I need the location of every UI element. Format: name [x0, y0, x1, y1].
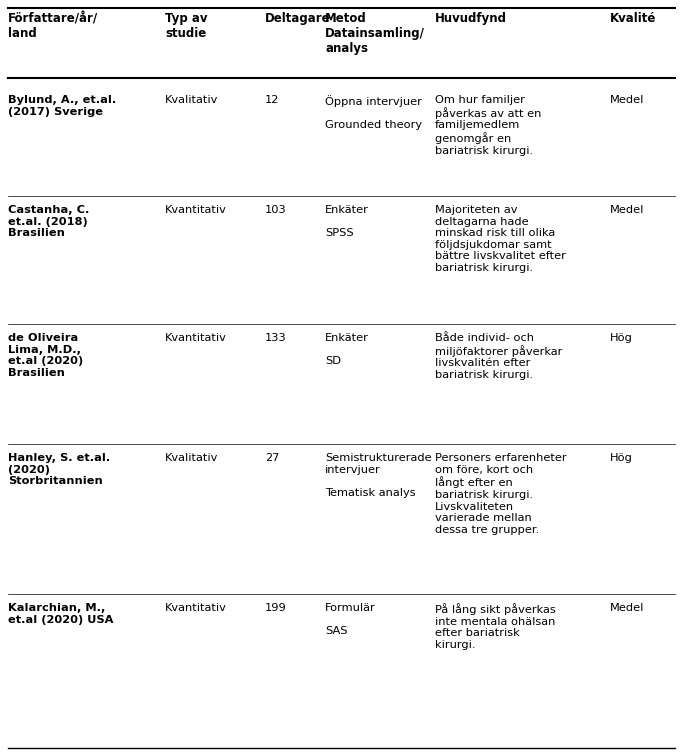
- Text: Hög: Hög: [610, 333, 633, 343]
- Text: Huvudfynd: Huvudfynd: [435, 12, 507, 25]
- Text: Bylund, A., et.al.
(2017) Sverige: Bylund, A., et.al. (2017) Sverige: [8, 95, 116, 116]
- Text: 103: 103: [265, 205, 287, 215]
- Text: Hög: Hög: [610, 453, 633, 463]
- Text: Semistrukturerade
intervjuer

Tematisk analys: Semistrukturerade intervjuer Tematisk an…: [325, 453, 432, 498]
- Text: Kvantitativ: Kvantitativ: [165, 333, 227, 343]
- Text: Enkäter

SPSS: Enkäter SPSS: [325, 205, 369, 238]
- Text: 199: 199: [265, 603, 287, 613]
- Text: Metod
Datainsamling/
analys: Metod Datainsamling/ analys: [325, 12, 425, 55]
- Text: Medel: Medel: [610, 205, 644, 215]
- Text: Majoriteten av
deltagarna hade
minskad risk till olika
följdsjukdomar samt
bättr: Majoriteten av deltagarna hade minskad r…: [435, 205, 566, 273]
- Text: Personers erfarenheter
om före, kort och
långt efter en
bariatrisk kirurgi.
Livs: Personers erfarenheter om före, kort och…: [435, 453, 567, 535]
- Text: Kvalitativ: Kvalitativ: [165, 95, 219, 105]
- Text: Kvantitativ: Kvantitativ: [165, 205, 227, 215]
- Text: 27: 27: [265, 453, 279, 463]
- Text: Formulär

SAS: Formulär SAS: [325, 603, 376, 636]
- Text: Deltagare: Deltagare: [265, 12, 331, 25]
- Text: 133: 133: [265, 333, 287, 343]
- Text: Författare/år/
land: Författare/år/ land: [8, 12, 98, 40]
- Text: Hanley, S. et.al.
(2020)
Storbritannien: Hanley, S. et.al. (2020) Storbritannien: [8, 453, 110, 486]
- Text: Enkäter

SD: Enkäter SD: [325, 333, 369, 366]
- Text: Typ av
studie: Typ av studie: [165, 12, 208, 40]
- Text: Castanha, C.
et.al. (2018)
Brasilien: Castanha, C. et.al. (2018) Brasilien: [8, 205, 89, 238]
- Text: På lång sikt påverkas
inte mentala ohälsan
efter bariatrisk
kirurgi.: På lång sikt påverkas inte mentala ohäls…: [435, 603, 556, 650]
- Text: 12: 12: [265, 95, 279, 105]
- Text: Kvalité: Kvalité: [610, 12, 656, 25]
- Text: Om hur familjer
påverkas av att en
familjemedlem
genomgår en
bariatrisk kirurgi.: Om hur familjer påverkas av att en famil…: [435, 95, 542, 156]
- Text: Kvantitativ: Kvantitativ: [165, 603, 227, 613]
- Text: de Oliveira
Lima, M.D.,
et.al (2020)
Brasilien: de Oliveira Lima, M.D., et.al (2020) Bra…: [8, 333, 83, 378]
- Text: Öppna intervjuer

Grounded theory: Öppna intervjuer Grounded theory: [325, 95, 422, 130]
- Text: Både individ- och
miljöfaktorer påverkar
livskvalitén efter
bariatrisk kirurgi.: Både individ- och miljöfaktorer påverkar…: [435, 333, 562, 380]
- Text: Kalarchian, M.,
et.al (2020) USA: Kalarchian, M., et.al (2020) USA: [8, 603, 113, 624]
- Text: Kvalitativ: Kvalitativ: [165, 453, 219, 463]
- Text: Medel: Medel: [610, 95, 644, 105]
- Text: Medel: Medel: [610, 603, 644, 613]
